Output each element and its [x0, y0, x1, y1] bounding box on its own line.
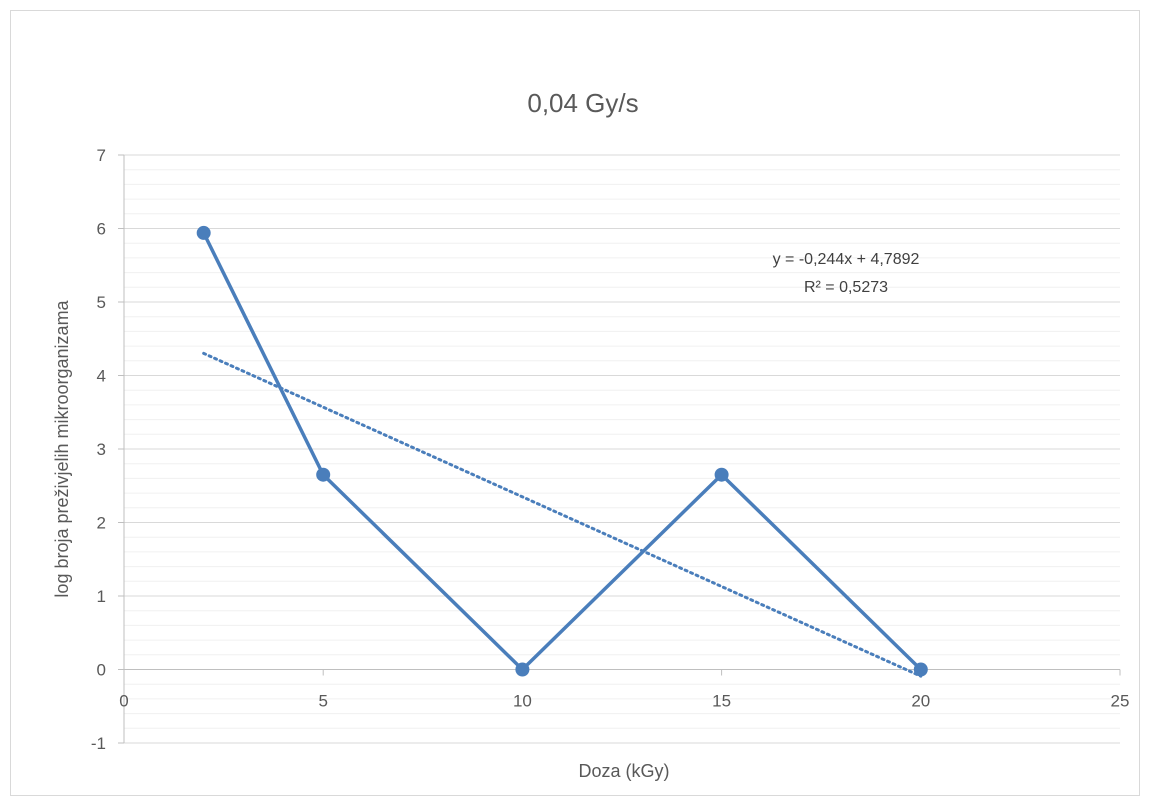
- x-tick-label: 15: [712, 692, 731, 711]
- y-axis-label: log broja preživjelih mikroorganizama: [52, 299, 72, 597]
- series-line: [202, 232, 923, 672]
- x-tick-label: 0: [119, 692, 128, 711]
- y-tick-label: 6: [97, 220, 106, 239]
- trendline: [202, 351, 923, 678]
- x-tick-label: 10: [513, 692, 532, 711]
- y-tick-label: 1: [97, 587, 106, 606]
- data-point: [913, 662, 928, 677]
- x-axis-label: Doza (kGy): [578, 761, 669, 781]
- trendline-group: [202, 351, 923, 678]
- data-point: [714, 467, 729, 482]
- y-tick-label: 4: [97, 367, 106, 386]
- y-tick-label: 5: [97, 293, 106, 312]
- trendline-r-squared: R² = 0,5273: [804, 279, 888, 296]
- y-tick-label: 3: [97, 440, 106, 459]
- y-tick-label: -1: [91, 734, 106, 753]
- series-group: [196, 225, 928, 677]
- data-point: [196, 225, 211, 240]
- x-tick-label: 25: [1111, 692, 1130, 711]
- gridlines: [124, 154, 1120, 744]
- data-point: [515, 662, 530, 677]
- labels-group: -1 0 1 2 3 4 5 6 7 0 5 10 15 20 25: [91, 146, 1130, 753]
- y-tick-label: 7: [97, 146, 106, 165]
- y-tick-label: 0: [97, 661, 106, 680]
- chart-frame: [10, 10, 1140, 796]
- x-tick-label: 5: [318, 692, 327, 711]
- data-point: [316, 467, 331, 482]
- chart-title: 0,04 Gy/s: [527, 88, 638, 118]
- axes: [118, 154, 1121, 744]
- y-tick-label: 2: [97, 514, 106, 533]
- x-tick-label: 20: [911, 692, 930, 711]
- trendline-equation: y = -0,244x + 4,7892: [773, 251, 920, 268]
